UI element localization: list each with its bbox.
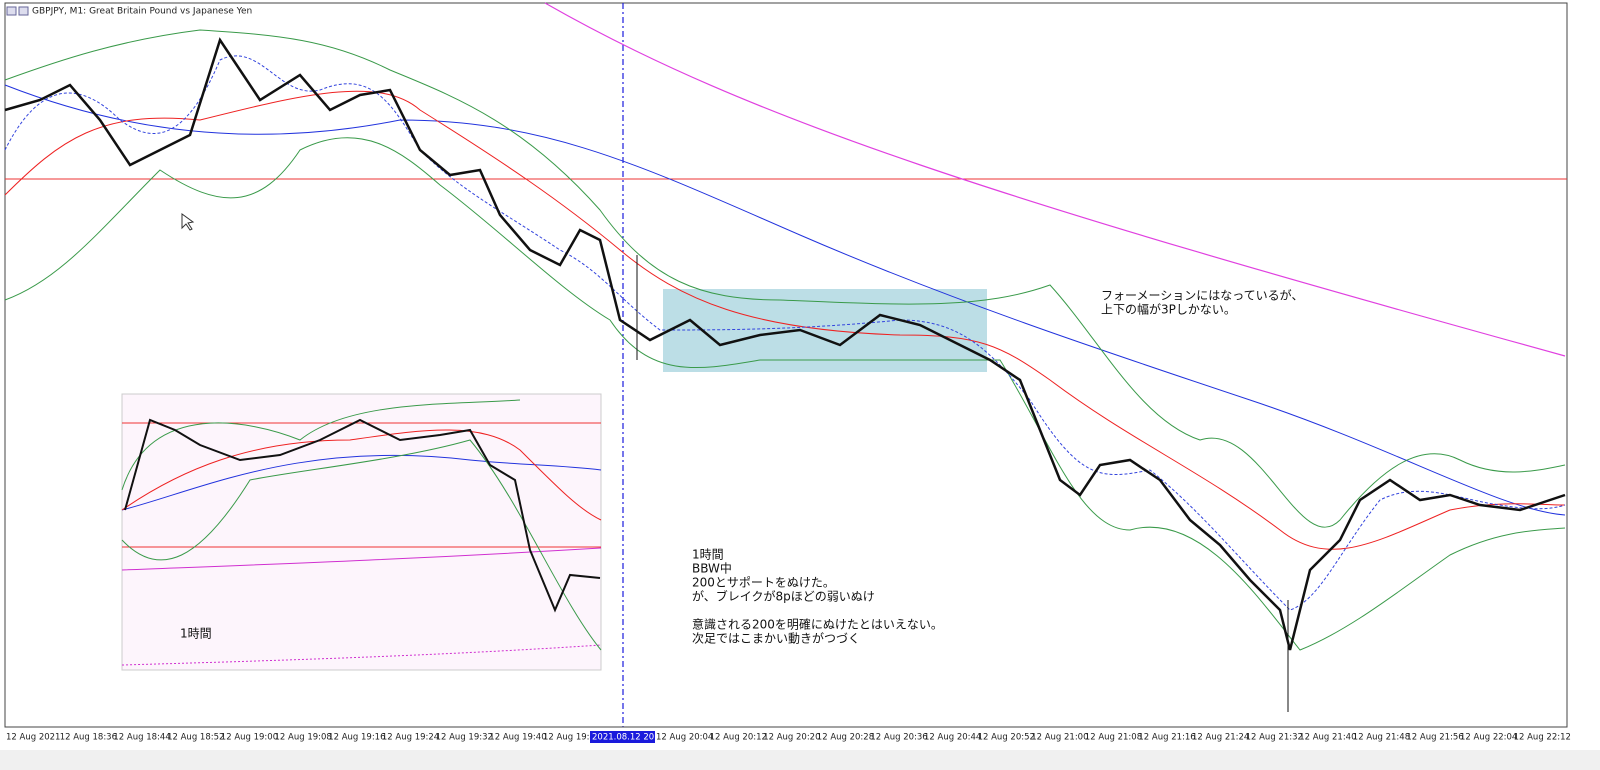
window-title: GBPJPY, M1: Great Britain Pound vs Japan… [32,7,252,17]
time-label: 2021.08.12 20:00 [592,733,668,743]
time-label: 12 Aug 20:28 [817,733,874,743]
time-label: 12 Aug 22:12 [1514,733,1571,743]
time-label: 12 Aug 19:40 [489,733,546,743]
cursor-time-box [590,731,655,743]
band-line [4,29,1566,528]
note-line: 意識される200を明確にぬけたとはいえない。 [692,617,943,632]
time-label: 12 Aug 20:44 [924,733,981,743]
time-label: 12 Aug 21:48 [1353,733,1410,743]
time-label: 12 Aug 21:40 [1299,733,1356,743]
time-label: 12 Aug 20:04 [656,733,713,743]
band-line [4,137,1566,651]
time-label: 12 Aug 19:16 [328,733,385,743]
time-label: 12 Aug 19:24 [382,733,439,743]
note-line: 次足ではこまかい動きがつづく [692,631,860,646]
time-label: 12 Aug 21:56 [1406,733,1463,743]
time-label: 12 Aug 20:12 [710,733,767,743]
window-icon [6,6,17,16]
time-label: 12 Aug 18:52 [167,733,224,743]
inset-label: 1時間 [180,627,212,641]
inset-ma [121,644,602,666]
formation-line: 上下の幅が3Pしかない。 [1101,302,1236,317]
inset-chart [121,393,602,671]
note-line: 200とサポートをぬけた。 [692,576,835,590]
note-line: BBW中 [692,561,732,576]
inset-price [124,418,601,613]
time-label: 12 Aug 22:04 [1460,733,1517,743]
note-line: が、ブレイクが8pほどの弱いぬけ [692,589,875,604]
time-label: 12 Aug 19:00 [221,733,278,743]
formation-line: フォーメーションにはなっているが、 [1101,288,1303,303]
formation-note: フォーメーションにはなっているが、上下の幅が3Pしかない。 [1101,288,1303,317]
time-label: 12 Aug 18:44 [113,733,170,743]
time-label: 12 Aug 20:52 [978,733,1035,743]
inset-ma [121,547,602,571]
time-label: 12 Aug 20:36 [870,733,927,743]
ma-line [4,90,1566,550]
window-icon [18,6,29,16]
time-label: 12 Aug 20:20 [763,733,820,743]
inset-band [121,399,521,491]
time-label: 12 Aug 21:32 [1246,733,1303,743]
price-path [4,37,1566,651]
inset-ma [121,454,602,511]
inset-band [121,439,602,651]
time-label: 12 Aug 18:36 [60,733,117,743]
time-label: 12 Aug 19:08 [275,733,332,743]
time-label: 12 Aug 21:24 [1192,733,1249,743]
time-label: 12 Aug 19:48 [543,733,600,743]
time-label: 12 Aug 21:08 [1085,733,1142,743]
ma-line [4,84,1566,516]
fast-ma [4,55,1566,611]
note-line: 1時間 [692,548,724,562]
time-label: 12 Aug 21:00 [1031,733,1088,743]
time-label: 12 Aug 21:16 [1138,733,1195,743]
status-bar [0,750,1600,770]
mouse-cursor [181,213,195,231]
ma-line [544,2,1566,357]
inset-ma [121,429,602,521]
time-label: 12 Aug 19:32 [436,733,493,743]
time-label: 12 Aug 2021 [6,733,60,743]
analysis-note: 1時間BBW中200とサポートをぬけた。が、ブレイクが8pほどの弱いぬけ意識され… [692,548,943,646]
